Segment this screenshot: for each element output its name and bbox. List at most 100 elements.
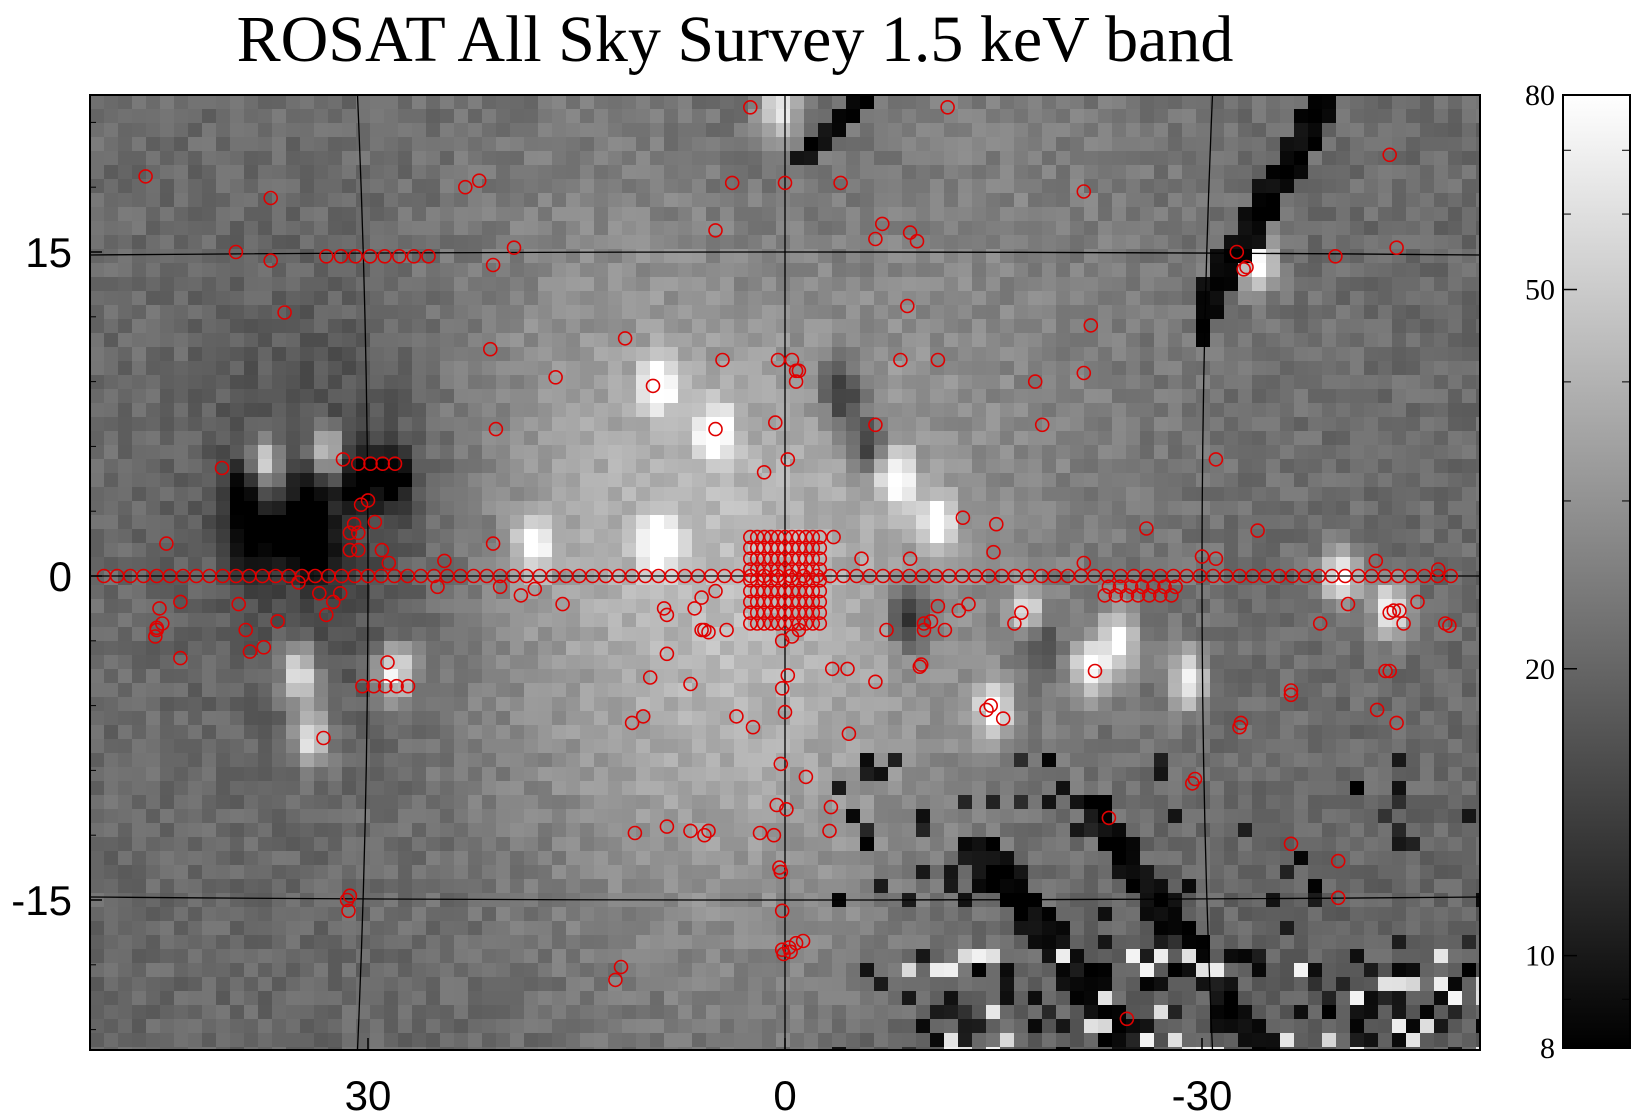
source-marker xyxy=(777,529,793,545)
source-marker xyxy=(1431,562,1446,577)
source-marker xyxy=(1233,715,1249,731)
source-marker xyxy=(773,864,789,880)
source-marker xyxy=(318,248,334,264)
source-marker xyxy=(1013,605,1029,621)
source-marker xyxy=(1396,616,1411,631)
source-marker xyxy=(777,704,793,720)
source-marker xyxy=(812,540,828,556)
source-marker xyxy=(270,614,285,629)
x-tick-label: 30 xyxy=(345,1072,392,1112)
source-marker xyxy=(749,562,765,577)
source-marker xyxy=(770,540,786,556)
source-marker xyxy=(1378,663,1393,679)
source-marker xyxy=(457,179,473,195)
source-marker xyxy=(749,594,765,610)
source-marker xyxy=(708,223,723,238)
source-marker xyxy=(635,709,651,724)
source-marker xyxy=(256,639,272,655)
source-marker xyxy=(777,572,793,588)
source-marker xyxy=(791,583,807,599)
x-tick-label: -30 xyxy=(1172,1072,1233,1112)
source-marker xyxy=(769,797,785,813)
source-marker xyxy=(756,594,772,610)
source-marker xyxy=(763,562,779,577)
source-marker xyxy=(1153,588,1168,603)
source-marker xyxy=(798,769,814,785)
source-marker xyxy=(756,583,772,599)
source-marker xyxy=(366,678,382,694)
source-marker xyxy=(1108,588,1124,603)
source-marker xyxy=(719,622,734,638)
source-marker xyxy=(1410,594,1425,610)
source-marker xyxy=(555,596,570,612)
source-marker xyxy=(788,374,804,389)
source-marker xyxy=(729,709,744,724)
source-marker xyxy=(777,551,793,567)
source-marker xyxy=(374,542,390,558)
source-marker xyxy=(779,801,794,817)
source-marker xyxy=(791,540,807,556)
grid-line-lon xyxy=(1201,95,1214,1050)
source-marker xyxy=(763,594,779,610)
source-marker xyxy=(745,719,761,735)
source-marker xyxy=(1312,616,1328,631)
source-marker xyxy=(776,946,791,962)
source-marker xyxy=(1027,374,1043,389)
source-marker xyxy=(777,605,793,621)
source-marker xyxy=(1283,687,1299,703)
source-marker xyxy=(770,529,786,545)
source-marker xyxy=(335,452,351,467)
source-marker xyxy=(656,601,672,616)
source-marker xyxy=(1368,553,1384,569)
source-marker xyxy=(231,596,246,612)
source-marker xyxy=(346,516,362,532)
source-marker xyxy=(1382,663,1397,679)
source-marker xyxy=(1087,663,1103,679)
source-marker xyxy=(756,605,772,621)
source-marker xyxy=(961,596,976,612)
source-marker xyxy=(805,540,821,556)
source-marker xyxy=(1083,318,1099,333)
source-marker xyxy=(1283,683,1299,698)
colorbar-tick-label: 50 xyxy=(1525,274,1555,307)
source-marker xyxy=(995,711,1011,726)
source-marker xyxy=(913,657,929,672)
source-marker xyxy=(238,622,253,638)
source-marker xyxy=(805,594,821,610)
source-marker xyxy=(788,935,804,951)
source-marker xyxy=(1236,261,1251,277)
source-marker xyxy=(763,616,779,631)
source-marker xyxy=(1443,568,1459,584)
source-marker xyxy=(1369,702,1385,718)
chart-title: ROSAT All Sky Survey 1.5 keV band xyxy=(236,3,1234,76)
source-marker xyxy=(930,598,946,614)
source-marker xyxy=(812,572,828,588)
source-markers xyxy=(96,100,1459,1027)
source-marker xyxy=(400,678,416,694)
source-marker xyxy=(342,542,358,558)
source-marker xyxy=(749,583,765,599)
source-marker xyxy=(1076,365,1092,381)
source-marker xyxy=(791,363,807,379)
colorbar-tick-label: 8 xyxy=(1540,1032,1555,1065)
source-marker xyxy=(937,622,953,638)
source-marker xyxy=(812,616,828,631)
source-marker xyxy=(784,583,800,599)
source-marker xyxy=(798,616,814,631)
source-marker xyxy=(1097,588,1112,603)
source-marker xyxy=(930,352,946,368)
source-marker xyxy=(1392,603,1407,618)
source-marker xyxy=(979,702,994,718)
source-marker xyxy=(791,562,807,577)
source-marker xyxy=(899,298,915,314)
source-marker xyxy=(228,244,244,260)
source-marker xyxy=(355,678,370,694)
source-marker xyxy=(909,233,925,249)
source-marker xyxy=(1283,836,1299,852)
source-marker xyxy=(763,572,779,588)
source-marker xyxy=(1389,715,1404,731)
source-marker xyxy=(784,551,800,567)
source-marker xyxy=(173,650,188,666)
source-marker xyxy=(784,616,800,631)
